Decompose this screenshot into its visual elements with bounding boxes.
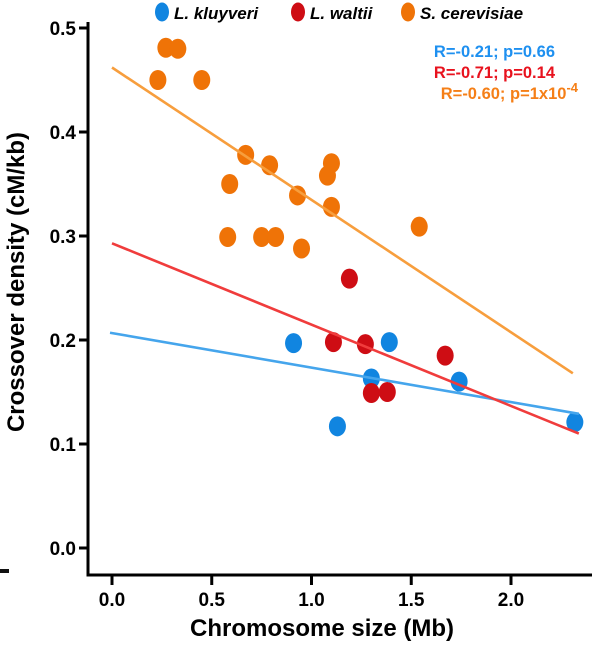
x-tick-label: 2.0 [498,590,524,611]
stat-line: R=-0.71; p=0.14 [434,64,556,82]
clipped-edge-mark [0,569,9,573]
data-point [318,165,336,186]
data-point [410,216,428,237]
y-tick-label: 0.0 [50,539,76,560]
x-axis-title: Chromosome size (Mb) [190,615,454,642]
data-point [362,383,380,404]
dot-icon [291,2,305,22]
dot-icon [401,2,415,22]
y-tick-label: 0.4 [50,123,77,144]
stat-line: R=-0.21; p=0.66 [434,43,555,61]
x-tick-label: 0.0 [99,590,125,611]
x-tick-label: 1.0 [298,590,324,611]
data-point [324,332,342,353]
trend-line [109,331,580,416]
y-tick-label: 0.5 [50,19,77,40]
data-point [221,174,239,194]
data-point [380,332,398,353]
data-points-layer [149,37,584,437]
axes: 0.0 0.1 0.2 0.3 0.4 0.5 0.0 0.5 1.0 1.5 2.0 [50,19,592,611]
data-point [322,196,340,217]
legend-item-label: S. cerevisiae [420,4,523,23]
legend-item-label: L. kluyveri [174,4,259,23]
y-tick-label: 0.3 [50,227,76,248]
data-point [253,227,271,248]
data-point [566,412,584,433]
trend-line [111,66,574,375]
data-point [149,70,167,90]
y-tick-label: 0.1 [50,435,77,456]
data-point [267,227,285,248]
data-point [169,38,187,59]
trend-line [111,242,580,435]
data-point [436,345,454,366]
correlation-annotations: R=-0.21; p=0.66 R=-0.71; p=0.14R=-0.60; p… [434,43,579,103]
stat-line: R=-0.60; p=1x10-4 [441,80,579,103]
trend-lines-layer [109,66,580,435]
data-point [289,185,307,206]
data-point [219,227,237,248]
x-tick-label: 1.5 [398,590,425,611]
data-point [378,382,396,402]
legend-item-label: L. waltii [310,4,374,23]
y-axis-title: Crossover density (cM/kb) [3,132,30,432]
data-point [193,70,211,90]
x-tick-label: 0.5 [199,590,226,611]
data-point [293,238,311,259]
legend: L. kluyveri L. waltii S. cerevisiae [155,2,523,23]
data-point [285,333,303,354]
y-tick-label: 0.2 [50,331,76,352]
data-point [340,268,358,289]
dot-icon [155,2,169,22]
data-point [328,416,346,437]
